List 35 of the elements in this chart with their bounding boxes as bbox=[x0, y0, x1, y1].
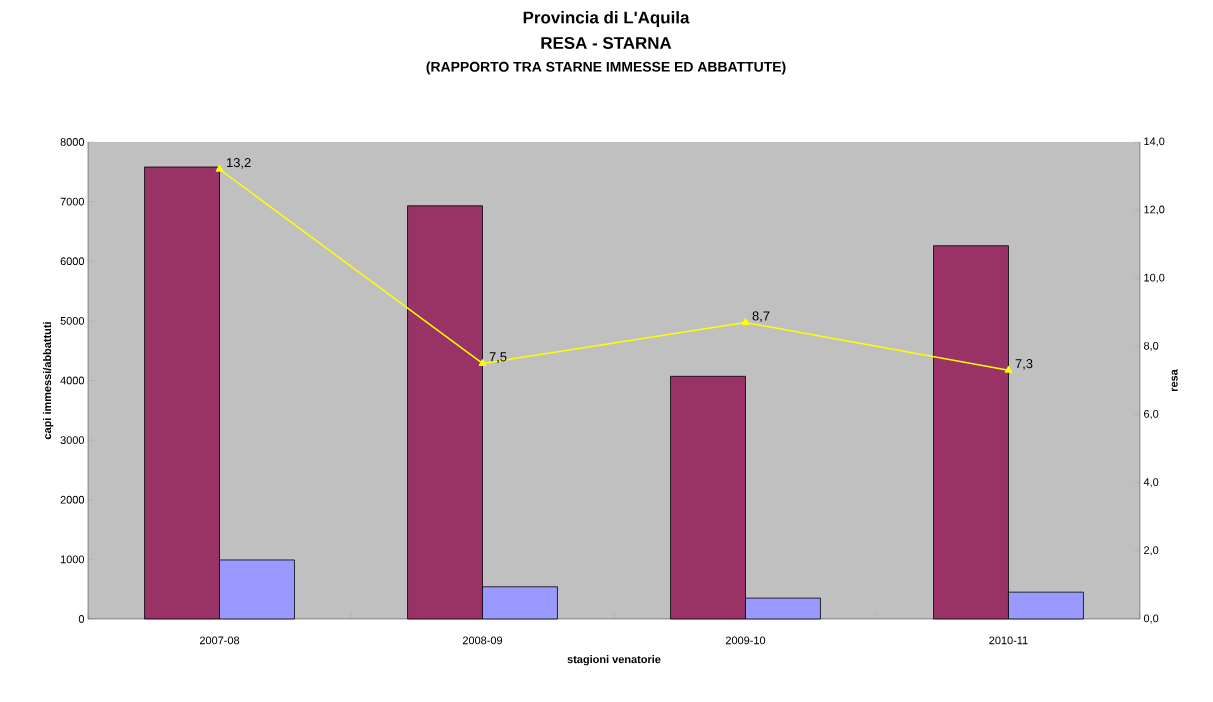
x-tick-label: 2009-10 bbox=[725, 636, 766, 645]
point bbox=[478, 359, 487, 366]
y-tick-label: 5000 bbox=[60, 316, 85, 325]
y-tick-label: 8000 bbox=[60, 138, 85, 146]
y-tick-label: 0 bbox=[78, 615, 85, 623]
y-tick-label: 4000 bbox=[60, 376, 85, 385]
point bbox=[741, 318, 750, 326]
data-label: 7,3 bbox=[1015, 359, 1033, 370]
point bbox=[215, 164, 224, 172]
y-tick-label: 3000 bbox=[60, 436, 85, 444]
data-label: 7,5 bbox=[489, 352, 507, 363]
point bbox=[1004, 366, 1013, 373]
y2-tick-label: 6,0 bbox=[1144, 410, 1159, 420]
chart-subtitle: RESA - STARNA bbox=[541, 36, 672, 49]
y2-tick-label: 14,0 bbox=[1144, 137, 1165, 147]
y2-tick-label: 10,0 bbox=[1144, 273, 1165, 283]
chart-title: Provincia di L'Aquila bbox=[523, 11, 690, 27]
data-label: 8,7 bbox=[752, 311, 770, 323]
y2-tick-label: 8,0 bbox=[1143, 341, 1159, 351]
text: (RAPPORTO TRA STARNE IMMESSE ED ABBATTUTE) bbox=[426, 61, 786, 75]
data-label: 13,2 bbox=[227, 158, 251, 169]
y-tick-label: 1000 bbox=[60, 555, 85, 564]
y2-axis-title: resa bbox=[1171, 369, 1178, 392]
x-tick-label: 2008-09 bbox=[462, 636, 503, 645]
x-tick-label: 2007-08 bbox=[199, 636, 240, 645]
x-axis-title: stagioni venatorie bbox=[567, 655, 661, 666]
y2-tick-label: 0,0 bbox=[1143, 614, 1159, 624]
y2-tick-label: 12,0 bbox=[1144, 205, 1165, 215]
y-tick-label: 7000 bbox=[60, 197, 85, 206]
y2-tick-label: 4,0 bbox=[1143, 478, 1159, 488]
y-tick-label: 2000 bbox=[60, 495, 85, 504]
y-tick-label: 6000 bbox=[60, 257, 85, 266]
x-tick-label: 2010-11 bbox=[989, 636, 1028, 645]
y-axis-title: capi immessi/abbattuti bbox=[43, 322, 54, 440]
y2-tick-label: 2,0 bbox=[1144, 546, 1159, 556]
